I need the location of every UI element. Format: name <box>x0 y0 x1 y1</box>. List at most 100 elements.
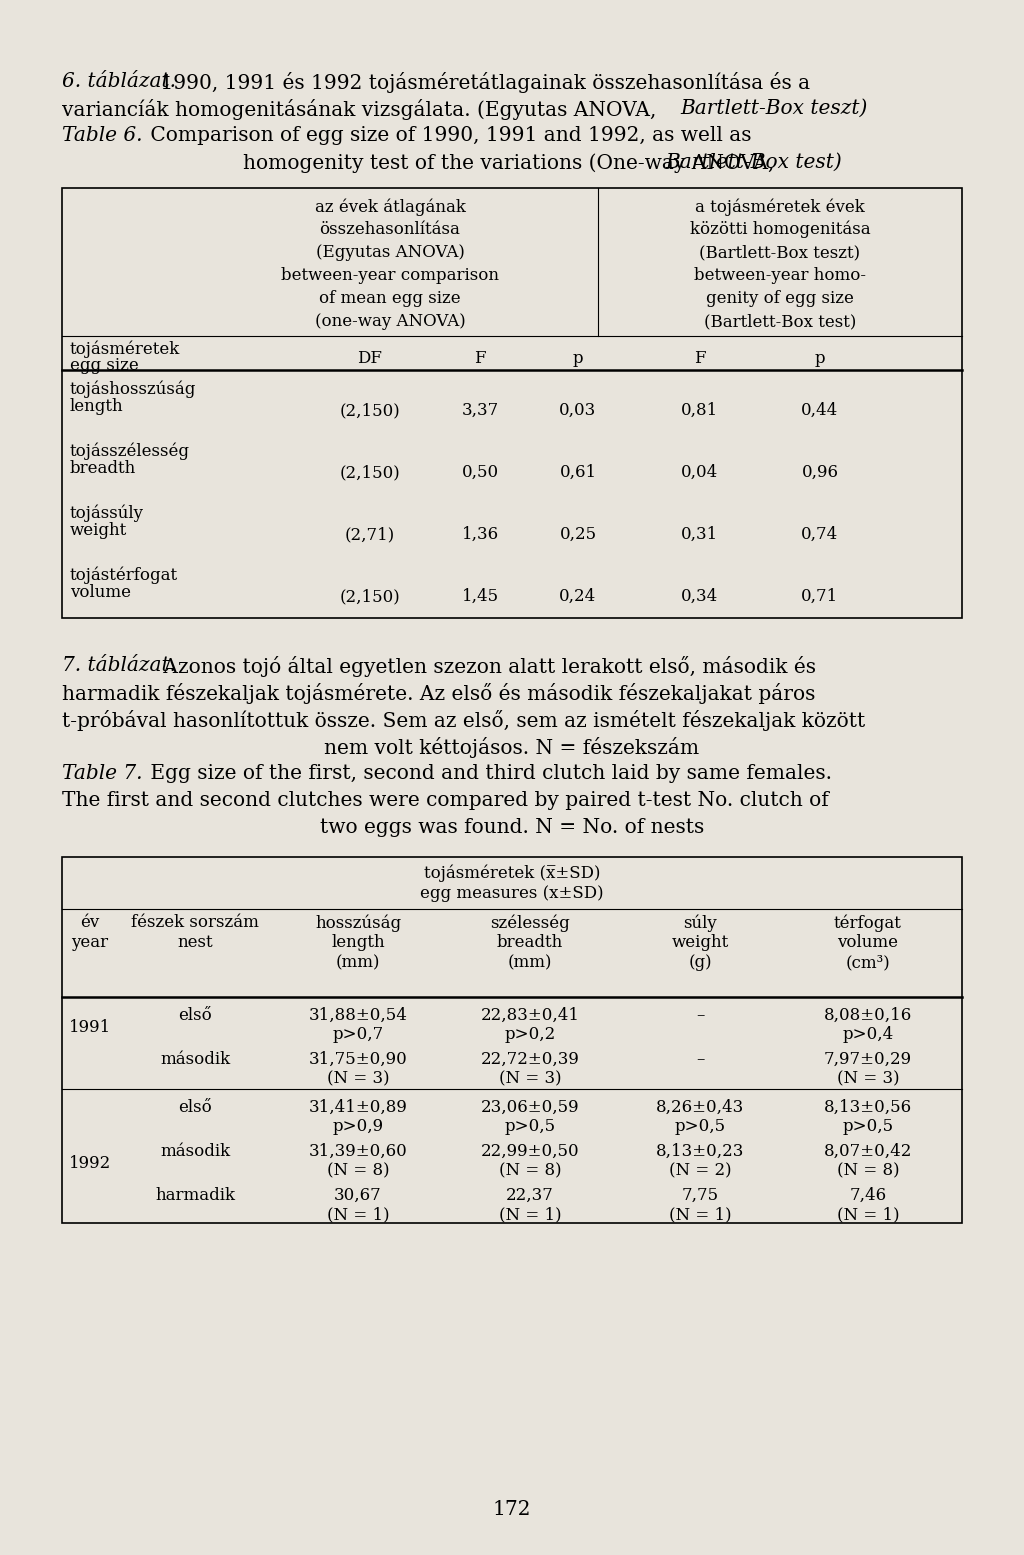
Text: 0,34: 0,34 <box>681 588 719 605</box>
Text: genity of egg size: genity of egg size <box>707 289 854 306</box>
Text: p>0,2: p>0,2 <box>505 1026 556 1043</box>
Text: p>0,4: p>0,4 <box>843 1026 894 1043</box>
Text: tojáshosszúság: tojáshosszúság <box>70 379 197 398</box>
Text: (N = 1): (N = 1) <box>837 1207 899 1222</box>
Text: between-year comparison: between-year comparison <box>281 267 499 285</box>
Text: 3,37: 3,37 <box>462 403 499 418</box>
Text: év: év <box>80 914 99 931</box>
Bar <box>62 857 962 1222</box>
Text: F: F <box>694 350 706 367</box>
Text: 23,06±0,59: 23,06±0,59 <box>480 1099 580 1116</box>
Text: p>0,5: p>0,5 <box>505 1118 556 1135</box>
Text: (2,150): (2,150) <box>340 463 400 480</box>
Text: F: F <box>474 350 485 367</box>
Text: egg size: egg size <box>70 358 138 375</box>
Text: (Egyutas ANOVA): (Egyutas ANOVA) <box>315 244 465 261</box>
Text: 0,31: 0,31 <box>681 526 719 543</box>
Text: harmadik: harmadik <box>155 1186 234 1204</box>
Text: térfogat: térfogat <box>835 914 902 931</box>
Text: 22,99±0,50: 22,99±0,50 <box>480 1143 580 1160</box>
Text: tojásméretek: tojásméretek <box>70 341 180 358</box>
Text: második: második <box>160 1143 230 1160</box>
Text: 1,36: 1,36 <box>462 526 499 543</box>
Text: (mm): (mm) <box>336 955 380 970</box>
Text: breadth: breadth <box>497 935 563 952</box>
Text: p>0,5: p>0,5 <box>843 1118 894 1135</box>
Text: weight: weight <box>672 935 729 952</box>
Text: The first and second clutches were compared by paired t-test No. clutch of: The first and second clutches were compa… <box>62 791 828 810</box>
Text: 7,75: 7,75 <box>681 1186 719 1204</box>
Text: 30,67: 30,67 <box>334 1186 382 1204</box>
Text: 1990, 1991 és 1992 tojásméretátlagainak összehasonlítása és a: 1990, 1991 és 1992 tojásméretátlagainak … <box>154 72 810 93</box>
Text: (g): (g) <box>688 955 712 970</box>
Text: Egg size of the first, second and third clutch laid by same females.: Egg size of the first, second and third … <box>144 764 831 784</box>
Bar <box>62 188 962 617</box>
Text: (N = 2): (N = 2) <box>669 1162 731 1179</box>
Text: Azonos tojó által egyetlen szezon alatt lerakott első, második és: Azonos tojó által egyetlen szezon alatt … <box>157 656 816 676</box>
Text: tojásméretek (x̅±SD): tojásméretek (x̅±SD) <box>424 865 600 883</box>
Text: Bartlett-Box teszt): Bartlett-Box teszt) <box>680 100 867 118</box>
Text: 7,97±0,29: 7,97±0,29 <box>824 1051 912 1068</box>
Text: (Bartlett-Box test): (Bartlett-Box test) <box>703 313 856 330</box>
Text: volume: volume <box>70 585 131 600</box>
Text: Bartlett-Box test): Bartlett-Box test) <box>666 152 843 173</box>
Text: 172: 172 <box>493 1501 531 1519</box>
Text: 6. táblázat.: 6. táblázat. <box>62 72 176 92</box>
Text: (2,71): (2,71) <box>345 526 395 543</box>
Text: (mm): (mm) <box>508 955 552 970</box>
Text: (N = 3): (N = 3) <box>837 1070 899 1087</box>
Text: –: – <box>696 1008 705 1025</box>
Text: (N = 3): (N = 3) <box>327 1070 389 1087</box>
Text: 8,13±0,56: 8,13±0,56 <box>824 1099 912 1116</box>
Text: two eggs was found. N = No. of nests: two eggs was found. N = No. of nests <box>319 818 705 837</box>
Text: 8,13±0,23: 8,13±0,23 <box>655 1143 744 1160</box>
Text: 0,71: 0,71 <box>802 588 839 605</box>
Text: length: length <box>331 935 385 952</box>
Text: 0,24: 0,24 <box>559 588 597 605</box>
Text: 0,44: 0,44 <box>802 403 839 418</box>
Text: t-próbával hasonlítottuk össze. Sem az első, sem az ismételt fészekaljak között: t-próbával hasonlítottuk össze. Sem az e… <box>62 711 865 731</box>
Text: 22,37: 22,37 <box>506 1186 554 1204</box>
Text: 31,88±0,54: 31,88±0,54 <box>308 1008 408 1025</box>
Text: (2,150): (2,150) <box>340 403 400 418</box>
Text: tojásszélesség: tojásszélesség <box>70 442 190 459</box>
Text: harmadik fészekaljak tojásmérete. Az első és második fészekaljakat páros: harmadik fészekaljak tojásmérete. Az els… <box>62 683 815 704</box>
Text: year: year <box>72 935 109 952</box>
Text: Table 6.: Table 6. <box>62 126 142 145</box>
Text: 0,50: 0,50 <box>462 463 499 480</box>
Text: p>0,5: p>0,5 <box>675 1118 726 1135</box>
Text: egg measures (x±SD): egg measures (x±SD) <box>420 885 604 902</box>
Text: homogenity test of the variations (One-way ANOVA,: homogenity test of the variations (One-w… <box>243 152 781 173</box>
Text: (N = 1): (N = 1) <box>669 1207 731 1222</box>
Text: (one-way ANOVA): (one-way ANOVA) <box>314 313 465 330</box>
Text: (N = 1): (N = 1) <box>499 1207 561 1222</box>
Text: p: p <box>572 350 584 367</box>
Text: 7,46: 7,46 <box>850 1186 887 1204</box>
Text: 7. táblázat.: 7. táblázat. <box>62 656 176 675</box>
Text: between-year homo-: between-year homo- <box>694 267 866 285</box>
Text: of mean egg size: of mean egg size <box>319 289 461 306</box>
Text: 0,96: 0,96 <box>802 463 839 480</box>
Text: Table 7.: Table 7. <box>62 764 142 784</box>
Text: összehasonlítása: összehasonlítása <box>319 221 461 238</box>
Text: 31,39±0,60: 31,39±0,60 <box>308 1143 408 1160</box>
Text: 0,61: 0,61 <box>559 463 597 480</box>
Text: tojássúly: tojássúly <box>70 504 144 521</box>
Text: a tojásméretek évek: a tojásméretek évek <box>695 197 865 216</box>
Text: weight: weight <box>70 522 127 540</box>
Text: 22,83±0,41: 22,83±0,41 <box>480 1008 580 1025</box>
Text: –: – <box>696 1051 705 1068</box>
Text: hosszúság: hosszúság <box>315 914 401 931</box>
Text: 22,72±0,39: 22,72±0,39 <box>480 1051 580 1068</box>
Text: 0,74: 0,74 <box>802 526 839 543</box>
Text: első: első <box>178 1008 212 1025</box>
Text: közötti homogenitása: közötti homogenitása <box>690 221 870 238</box>
Text: p>0,7: p>0,7 <box>333 1026 384 1043</box>
Text: második: második <box>160 1051 230 1068</box>
Text: 8,07±0,42: 8,07±0,42 <box>824 1143 912 1160</box>
Text: nest: nest <box>177 935 213 952</box>
Text: (N = 1): (N = 1) <box>327 1207 389 1222</box>
Text: 8,26±0,43: 8,26±0,43 <box>656 1099 744 1116</box>
Text: az évek átlagának: az évek átlagának <box>314 197 466 216</box>
Text: 0,03: 0,03 <box>559 403 597 418</box>
